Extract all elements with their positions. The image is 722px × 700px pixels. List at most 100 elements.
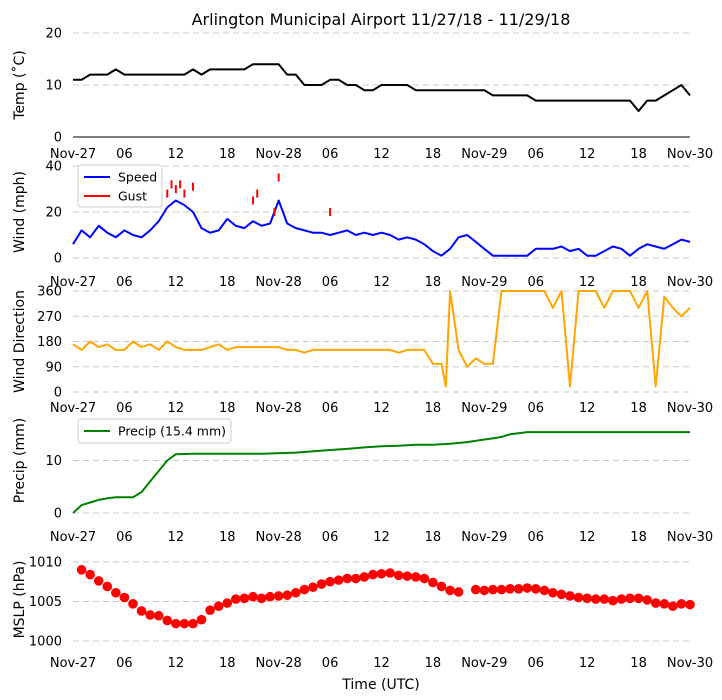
mslp-point-1 bbox=[85, 569, 95, 580]
mslp-point-33 bbox=[359, 572, 370, 582]
x-tick-label-p3-4: Nov-28 bbox=[256, 530, 302, 545]
mslp-point-63 bbox=[625, 593, 635, 604]
x-tick-label-p4-0: Nov-27 bbox=[50, 656, 96, 671]
x-tick-label-p1-5: 06 bbox=[322, 275, 339, 290]
mslp-point-32 bbox=[350, 573, 361, 584]
x-tick-label-p2-3: 18 bbox=[219, 401, 236, 416]
mslp-point-53 bbox=[539, 585, 550, 596]
mslp-point-56 bbox=[565, 591, 575, 601]
x-tick-label-p2-2: 12 bbox=[168, 401, 185, 416]
y-tick-label-p2-1: 90 bbox=[45, 360, 62, 375]
y-tick-label-p4-0: 1000 bbox=[29, 635, 62, 650]
x-tick-label-p3-12: Nov-30 bbox=[667, 530, 713, 545]
mslp-point-9 bbox=[153, 610, 164, 621]
y-axis-label-p3: Precip (mm) bbox=[12, 418, 28, 503]
x-tick-label-p3-3: 18 bbox=[219, 530, 236, 545]
mslp-point-59 bbox=[590, 594, 601, 604]
x-tick-label-p0-12: Nov-30 bbox=[667, 147, 713, 162]
x-tick-label-p0-5: 06 bbox=[322, 147, 339, 162]
mslp-point-13 bbox=[188, 618, 198, 629]
mslp-point-25 bbox=[291, 587, 301, 598]
x-tick-label-p2-7: 18 bbox=[425, 401, 442, 416]
legend-box-p3 bbox=[77, 418, 232, 444]
mslp-point-69 bbox=[676, 599, 687, 609]
mslp-point-60 bbox=[599, 594, 610, 604]
x-tick-label-p2-11: 18 bbox=[630, 401, 647, 416]
x-tick-label-p1-6: 12 bbox=[373, 275, 390, 290]
y-tick-label-p2-3: 270 bbox=[37, 310, 62, 325]
mslp-point-29 bbox=[325, 576, 335, 587]
x-tick-label-p3-9: 06 bbox=[527, 530, 544, 545]
mslp-point-2 bbox=[93, 576, 104, 586]
x-tick-label-p0-3: 18 bbox=[219, 147, 236, 162]
mslp-point-68 bbox=[668, 601, 678, 612]
mslp-point-51 bbox=[522, 583, 532, 593]
x-tick-label-p2-8: Nov-29 bbox=[461, 401, 507, 416]
mslp-point-57 bbox=[573, 592, 584, 603]
mslp-point-42 bbox=[436, 581, 447, 592]
x-tick-label-p3-2: 12 bbox=[168, 530, 185, 545]
mslp-point-58 bbox=[582, 593, 592, 604]
mslp-point-46 bbox=[479, 585, 490, 596]
series-line-p1-0 bbox=[72, 199, 691, 257]
mslp-point-23 bbox=[273, 591, 284, 601]
x-tick-label-p0-10: 12 bbox=[579, 147, 596, 162]
mslp-point-47 bbox=[488, 584, 498, 595]
x-tick-label-p1-12: Nov-30 bbox=[667, 275, 713, 290]
mslp-point-0 bbox=[76, 565, 87, 575]
x-tick-label-p3-10: 12 bbox=[579, 530, 596, 545]
x-tick-label-p4-6: 12 bbox=[373, 656, 390, 671]
x-tick-label-p4-5: 06 bbox=[322, 656, 339, 671]
y-tick-label-p1-1: 20 bbox=[45, 206, 62, 221]
mslp-point-66 bbox=[650, 598, 661, 608]
x-tick-label-p0-7: 18 bbox=[425, 147, 442, 162]
mslp-point-6 bbox=[128, 599, 138, 609]
x-tick-label-p3-11: 18 bbox=[630, 530, 647, 545]
mslp-point-70 bbox=[685, 599, 695, 610]
mslp-point-11 bbox=[171, 618, 181, 629]
mslp-point-55 bbox=[556, 589, 567, 600]
y-tick-label-p2-0: 0 bbox=[54, 386, 62, 401]
mslp-point-24 bbox=[282, 590, 293, 600]
y-tick-label-p3-1: 10 bbox=[45, 454, 62, 469]
x-tick-label-p3-0: Nov-27 bbox=[50, 530, 96, 545]
x-tick-label-p3-5: 06 bbox=[322, 530, 339, 545]
mslp-point-16 bbox=[213, 601, 224, 612]
mslp-point-62 bbox=[616, 594, 627, 604]
x-tick-label-p1-9: 06 bbox=[527, 275, 544, 290]
x-tick-label-p2-6: 12 bbox=[373, 401, 390, 416]
mslp-point-49 bbox=[505, 584, 515, 594]
x-tick-label-p4-9: 06 bbox=[527, 656, 544, 671]
y-axis-label-p1: Wind (mph) bbox=[12, 171, 28, 253]
mslp-point-35 bbox=[376, 568, 387, 579]
x-tick-label-p2-0: Nov-27 bbox=[50, 401, 96, 416]
mslp-point-36 bbox=[385, 568, 395, 578]
mslp-point-43 bbox=[445, 585, 455, 596]
mslp-point-52 bbox=[530, 584, 541, 594]
mslp-point-64 bbox=[633, 593, 644, 604]
series-line-p2-0 bbox=[72, 290, 691, 388]
x-tick-label-p1-0: Nov-27 bbox=[50, 275, 96, 290]
y-axis-label-p4: MSLP (hPa) bbox=[12, 561, 28, 639]
mslp-point-3 bbox=[102, 581, 113, 592]
mslp-point-31 bbox=[342, 573, 353, 584]
y-tick-label-p0-0: 0 bbox=[54, 131, 62, 146]
mslp-point-17 bbox=[222, 598, 233, 608]
mslp-point-21 bbox=[256, 593, 267, 604]
mslp-point-37 bbox=[393, 570, 404, 581]
series-line-p0-0 bbox=[73, 63, 691, 112]
x-tick-label-p1-10: 12 bbox=[579, 275, 596, 290]
y-tick-label-p2-2: 180 bbox=[37, 335, 62, 350]
mslp-point-22 bbox=[265, 591, 275, 602]
mslp-point-20 bbox=[248, 591, 258, 602]
x-tick-label-p3-1: 06 bbox=[116, 530, 133, 545]
mslp-point-15 bbox=[205, 605, 215, 615]
mslp-point-67 bbox=[659, 599, 670, 609]
y-tick-label-p1-0: 0 bbox=[54, 252, 62, 267]
mslp-point-54 bbox=[548, 587, 558, 598]
mslp-point-28 bbox=[316, 579, 327, 589]
mslp-point-48 bbox=[496, 584, 507, 595]
x-tick-label-p4-3: 18 bbox=[219, 656, 236, 671]
